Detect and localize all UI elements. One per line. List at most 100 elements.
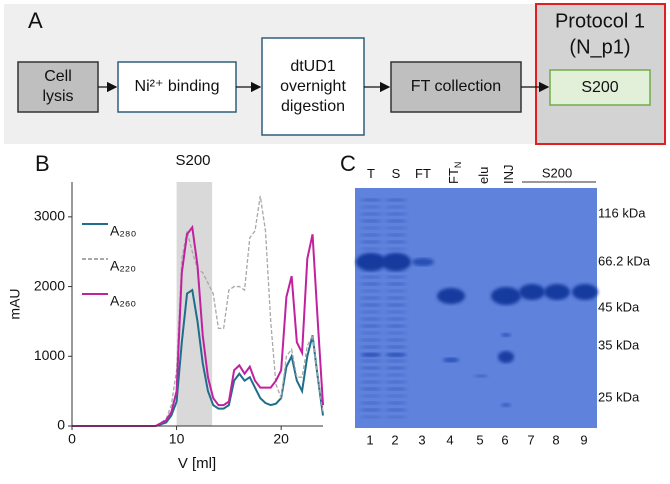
panel-letter: B bbox=[35, 151, 50, 176]
node-label: overnight bbox=[280, 78, 346, 95]
gel-band bbox=[360, 338, 382, 342]
lane-label: elu bbox=[476, 167, 491, 184]
gel-band bbox=[360, 394, 382, 398]
legend-label: A₂₂₀ bbox=[110, 258, 136, 274]
legend-label: A₂₆₀ bbox=[110, 293, 136, 309]
lane-label: FTN bbox=[446, 162, 463, 184]
node-box bbox=[549, 69, 651, 106]
gel-band bbox=[474, 374, 488, 378]
lane-number: 3 bbox=[418, 432, 425, 447]
lane-label-text: elu bbox=[476, 167, 491, 184]
series-line bbox=[72, 288, 324, 427]
lane-label-text: T bbox=[367, 166, 375, 181]
gel-band bbox=[437, 288, 465, 304]
node-label: dtUD1 bbox=[290, 58, 335, 75]
lane-number: 1 bbox=[366, 432, 373, 447]
lane-number: 2 bbox=[391, 432, 398, 447]
gel-band bbox=[385, 296, 407, 300]
gel-band bbox=[385, 338, 407, 342]
gel-band bbox=[360, 373, 382, 377]
x-axis-label: V [ml] bbox=[178, 455, 216, 472]
gel-band bbox=[385, 240, 407, 244]
marker-label: 25 kDa bbox=[598, 389, 640, 404]
gel-band bbox=[385, 324, 407, 328]
gel-band bbox=[498, 351, 514, 363]
lane-label-text: FT bbox=[446, 168, 461, 184]
gel-band bbox=[385, 394, 407, 398]
gel-band bbox=[360, 303, 382, 307]
lane-label-text: FT bbox=[415, 166, 431, 181]
gel-band bbox=[385, 317, 407, 321]
gel-band bbox=[385, 233, 407, 237]
gel-band bbox=[360, 310, 382, 314]
gel-band bbox=[360, 380, 382, 384]
gel-band bbox=[360, 366, 382, 370]
protocol-title: (N_p1) bbox=[569, 36, 630, 58]
gel-band bbox=[360, 226, 382, 230]
gel-band bbox=[443, 357, 459, 363]
gel-band bbox=[360, 247, 382, 251]
panel-letter: A bbox=[28, 8, 43, 33]
gel-band bbox=[385, 387, 407, 391]
node-box bbox=[390, 61, 522, 113]
lane-label-sub: N bbox=[453, 162, 463, 169]
lane-label: FT bbox=[415, 166, 431, 181]
gel-band bbox=[491, 287, 521, 305]
gel-band bbox=[360, 205, 382, 209]
gel-band bbox=[385, 303, 407, 307]
gel-band bbox=[360, 317, 382, 321]
series-line bbox=[72, 195, 324, 427]
gel-band bbox=[360, 233, 382, 237]
gel-band bbox=[385, 219, 407, 223]
gel-band bbox=[385, 373, 407, 377]
gel-band bbox=[360, 401, 382, 405]
protocol-title: Protocol 1 bbox=[555, 10, 645, 32]
gel-band bbox=[360, 219, 382, 223]
lane-number: 7 bbox=[527, 432, 534, 447]
gel-band bbox=[386, 353, 406, 357]
gel-band bbox=[360, 387, 382, 391]
gel-band bbox=[385, 205, 407, 209]
gel-band bbox=[385, 366, 407, 370]
lane-number: 8 bbox=[552, 432, 559, 447]
panel-letter: C bbox=[340, 151, 356, 176]
gel-band bbox=[385, 275, 407, 279]
lane-label: T bbox=[367, 166, 375, 181]
gel-band bbox=[501, 403, 511, 407]
gel-band bbox=[385, 289, 407, 293]
gel-band bbox=[360, 240, 382, 244]
gel-band bbox=[385, 408, 407, 412]
gel-band bbox=[356, 253, 386, 271]
gel-band bbox=[412, 258, 434, 266]
gel-band bbox=[360, 345, 382, 349]
gel-band bbox=[360, 275, 382, 279]
gel-band bbox=[385, 380, 407, 384]
x-tick-label: 10 bbox=[169, 431, 185, 447]
gel-band bbox=[385, 359, 407, 363]
gel-band bbox=[385, 415, 407, 419]
y-tick-label: 0 bbox=[57, 417, 65, 433]
gel-band bbox=[360, 331, 382, 335]
gel-band bbox=[360, 408, 382, 412]
gel-band bbox=[385, 198, 407, 202]
gel-band bbox=[572, 284, 598, 300]
gel-band bbox=[385, 212, 407, 216]
marker-label: 66.2 kDa bbox=[598, 253, 651, 268]
x-tick-label: 20 bbox=[273, 431, 289, 447]
gel-band bbox=[385, 226, 407, 230]
node-label: Cell bbox=[44, 68, 72, 85]
lane-number: 5 bbox=[476, 432, 483, 447]
gel-band bbox=[360, 324, 382, 328]
gel-band bbox=[385, 282, 407, 286]
gel-band bbox=[360, 289, 382, 293]
gel-band bbox=[385, 247, 407, 251]
lane-number: 4 bbox=[446, 432, 453, 447]
group-label: S200 bbox=[542, 165, 572, 180]
gel-band bbox=[360, 198, 382, 202]
lane-number: 9 bbox=[580, 432, 587, 447]
marker-label: 45 kDa bbox=[598, 299, 640, 314]
gel-band bbox=[385, 310, 407, 314]
node-label: lysis bbox=[42, 88, 73, 105]
gel-band bbox=[385, 331, 407, 335]
